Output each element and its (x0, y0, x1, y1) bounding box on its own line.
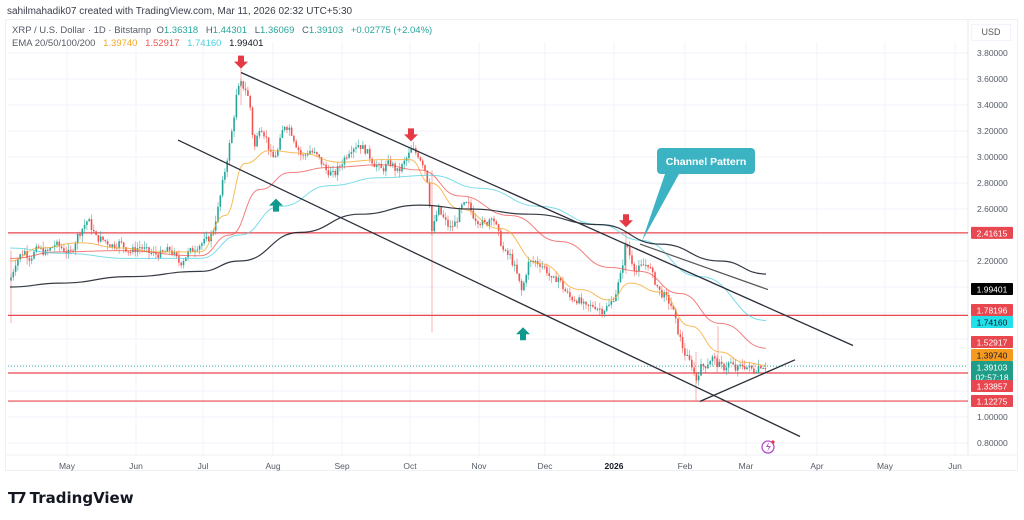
svg-text:1.78196: 1.78196 (977, 306, 1008, 316)
price-axis-label (971, 380, 1013, 392)
time-tick: Jun (948, 461, 962, 471)
price-tick: 3.60000 (977, 74, 1008, 84)
symbol-label[interactable]: XRP / U.S. Dollar · 1D · Bitstamp (12, 25, 152, 36)
time-tick: Jul (198, 461, 209, 471)
svg-text:1.12275: 1.12275 (977, 397, 1008, 407)
price-tick: 1.00000 (977, 412, 1008, 422)
currency-button[interactable]: USD (971, 24, 1011, 41)
svg-text:1.39740: 1.39740 (977, 351, 1008, 361)
sell-arrow-icon (234, 55, 248, 69)
ema20-value: 1.39740 (103, 38, 138, 49)
chart-frame (5, 19, 1018, 471)
tradingview-logo[interactable]: T7 TradingView (8, 489, 134, 507)
buy-arrow-icon (516, 327, 530, 341)
time-axis[interactable]: May Jun Jul Aug Sep Oct Nov Dec 2026 Feb Mar Apr May… (59, 461, 962, 471)
price-axis-label (971, 283, 1013, 295)
ema200-line (9, 204, 767, 288)
price-axis-label (971, 336, 1013, 348)
chart-credit: sahilmahadik07 created with TradingView.… (7, 6, 353, 17)
upper-channel-trendline[interactable] (240, 71, 854, 347)
price-tick: 0.80000 (977, 438, 1008, 448)
high-value: 1.44301 (212, 25, 248, 36)
price-axis-label (971, 349, 1013, 361)
time-tick: Nov (471, 461, 487, 471)
svg-text:1.39103: 1.39103 (977, 363, 1008, 373)
tv-logo-icon: T7 (8, 489, 27, 507)
time-tick: May (59, 461, 76, 471)
svg-text:2.41615: 2.41615 (977, 228, 1008, 238)
ema200-extension-line (639, 243, 769, 291)
svg-text:1.33857: 1.33857 (977, 382, 1008, 392)
price-tick: 3.20000 (977, 126, 1008, 136)
time-tick: 2026 (605, 461, 624, 471)
time-tick: Oct (403, 461, 417, 471)
lightning-alert-icon[interactable] (761, 440, 775, 454)
change-value: +0.02775 (+2.04%) (350, 25, 433, 36)
lower-channel-trendline[interactable] (177, 139, 801, 438)
ema50-value: 1.52917 (145, 38, 180, 49)
buy-arrow-icon (269, 198, 283, 212)
price-tick: 3.00000 (977, 152, 1008, 162)
open-value: 1.36318 (163, 25, 199, 36)
time-tick: Apr (810, 461, 823, 471)
time-tick: Dec (537, 461, 553, 471)
time-tick: May (877, 461, 894, 471)
sell-arrow-icon (619, 214, 633, 228)
price-tick: 2.80000 (977, 178, 1008, 188)
time-tick: Sep (334, 461, 349, 471)
close-value: 1.39103 (308, 25, 344, 36)
time-tick: Aug (265, 461, 280, 471)
price-axis-labels: 1.99401 1.78196 1.74160 1.52917 1.39740 1.391… (971, 283, 1013, 407)
rising-support-trendline[interactable] (699, 359, 796, 402)
sell-arrow-icon (404, 128, 418, 142)
price-axis-label (971, 304, 1013, 316)
chart-legend: XRP / U.S. Dollar · 1D · Bitstamp O1.363… (12, 24, 432, 50)
svg-text:1.52917: 1.52917 (977, 338, 1008, 348)
ema20-line (9, 149, 767, 366)
time-tick: Mar (739, 461, 754, 471)
time-tick: Feb (678, 461, 693, 471)
countdown-timer: 02:57:18 (975, 373, 1008, 383)
ema200-value: 1.99401 (229, 38, 264, 49)
ema100-value: 1.74160 (187, 38, 222, 49)
price-axis-label (971, 395, 1013, 407)
price-tick: 2.60000 (977, 204, 1008, 214)
price-tick: 2.20000 (977, 256, 1008, 266)
time-tick: Jun (129, 461, 143, 471)
ema50-line (9, 164, 767, 349)
ohlc-row: XRP / U.S. Dollar · 1D · Bitstamp O1.363… (12, 25, 433, 36)
price-chart[interactable]: 3.80000 3.60000 3.40000 3.20000 3.00000 2.800… (0, 0, 1024, 490)
price-tick: 3.40000 (977, 100, 1008, 110)
level-axis-labels: 2.41615 (971, 226, 1013, 239)
horizontal-levels[interactable] (8, 232, 968, 402)
grid (6, 20, 1017, 456)
ema-row: EMA 20/50/100/200 1.39740 1.52917 1.7416… (12, 37, 432, 50)
svg-text:1.74160: 1.74160 (977, 318, 1008, 328)
svg-text:1.99401: 1.99401 (977, 285, 1008, 295)
price-tick: 3.80000 (977, 48, 1008, 58)
price-axis-label (971, 316, 1013, 328)
price-axis[interactable]: 3.80000 3.60000 3.40000 3.20000 3.00000 2.800… (977, 48, 1008, 448)
low-value: 1.36069 (260, 25, 295, 36)
price-axis-label (971, 361, 1013, 383)
channel-pattern-callout[interactable]: Channel Pattern (642, 148, 755, 241)
svg-text:Channel Pattern: Channel Pattern (666, 156, 747, 168)
ema-label[interactable]: EMA 20/50/100/200 (12, 38, 96, 49)
